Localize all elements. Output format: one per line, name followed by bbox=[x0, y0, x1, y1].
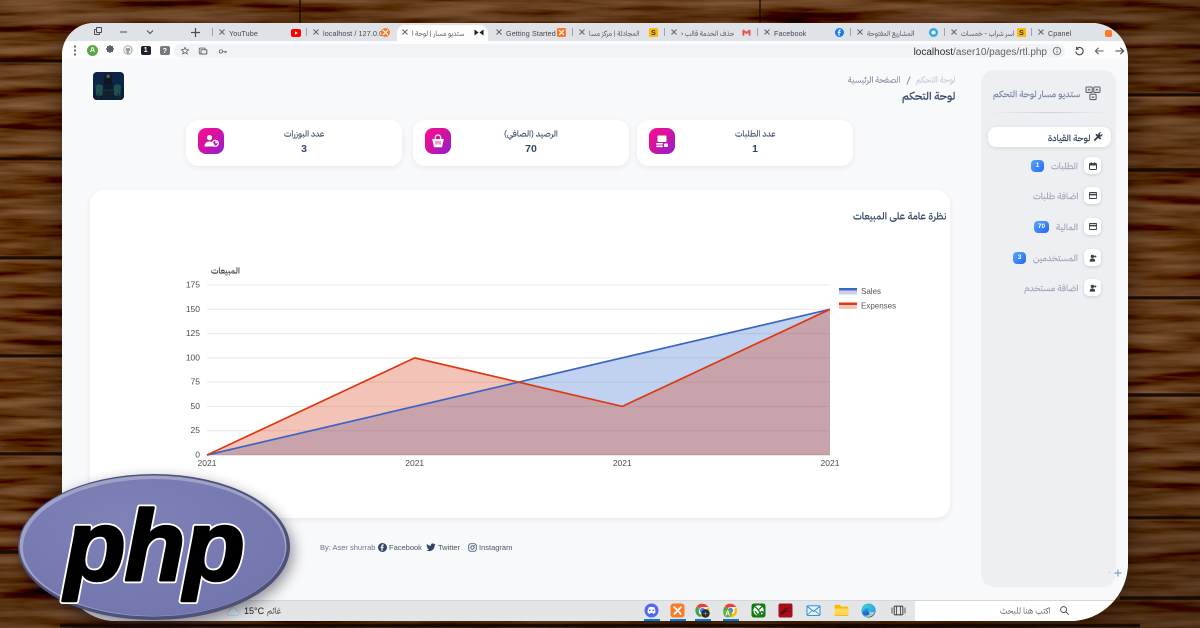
svg-text:50: 50 bbox=[191, 401, 201, 411]
svg-text:75: 75 bbox=[191, 377, 201, 387]
svg-text:A: A bbox=[725, 611, 730, 618]
svg-text:0: 0 bbox=[195, 450, 200, 460]
svg-text:Sales: Sales bbox=[861, 287, 881, 296]
svg-text:125: 125 bbox=[186, 328, 200, 338]
svg-text:Expenses: Expenses bbox=[861, 302, 896, 311]
svg-text:2021: 2021 bbox=[613, 458, 632, 468]
svg-text:150: 150 bbox=[186, 304, 200, 314]
svg-text:2021: 2021 bbox=[821, 458, 840, 468]
svg-text:25: 25 bbox=[191, 425, 201, 435]
svg-text:175: 175 bbox=[186, 280, 200, 290]
svg-text:php: php bbox=[62, 490, 244, 602]
svg-text:S: S bbox=[651, 30, 656, 37]
svg-text:2021: 2021 bbox=[198, 458, 217, 468]
svg-text:S: S bbox=[1019, 30, 1024, 37]
svg-text:100: 100 bbox=[186, 352, 200, 362]
svg-text:2021: 2021 bbox=[405, 458, 424, 468]
svg-text:php: php bbox=[62, 490, 244, 602]
